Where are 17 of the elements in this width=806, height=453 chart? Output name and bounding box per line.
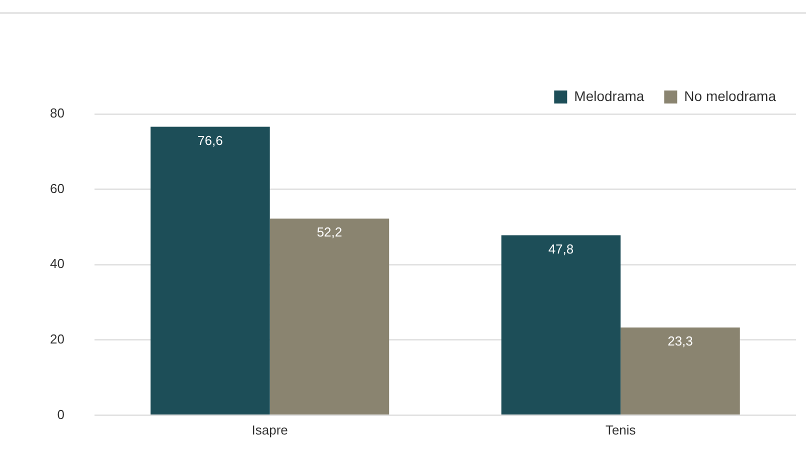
- y-tick-label: 80: [50, 106, 64, 121]
- bar: [270, 218, 390, 414]
- legend-label: Melodrama: [574, 88, 644, 104]
- data-label: 23,3: [668, 334, 693, 349]
- data-label: 47,8: [548, 241, 574, 256]
- bar: [150, 126, 270, 414]
- x-tick-label: Tenis: [605, 422, 636, 438]
- bar: [501, 235, 621, 414]
- data-label: 76,6: [198, 132, 223, 148]
- y-tick-label: 0: [57, 406, 64, 422]
- data-label: 52,2: [316, 224, 342, 240]
- y-tick-label: 20: [50, 331, 64, 346]
- legend-label: No melodrama: [684, 88, 776, 104]
- y-tick-label: 60: [50, 180, 64, 196]
- bar: [620, 327, 740, 414]
- y-tick-label: 40: [50, 256, 64, 272]
- x-tick-label: Isapre: [252, 422, 288, 438]
